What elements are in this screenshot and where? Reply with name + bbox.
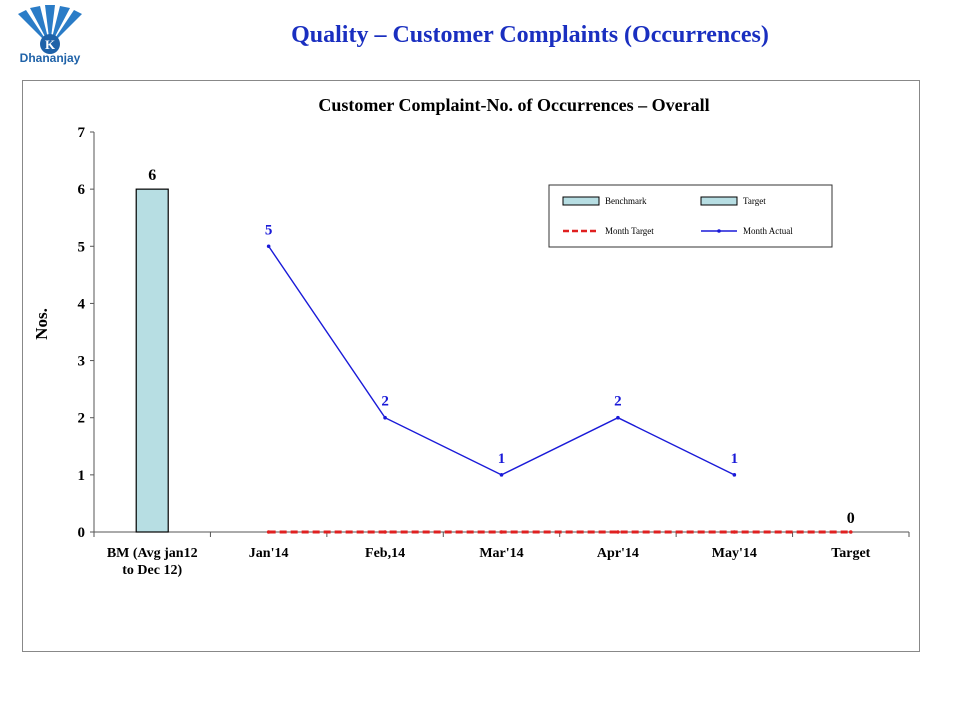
page-title: Quality – Customer Complaints (Occurrenc…: [291, 22, 769, 48]
line-data-label: 5: [265, 222, 273, 238]
month-target-point: [732, 530, 737, 534]
bar-data-label: 0: [847, 510, 855, 527]
legend-swatch: [700, 196, 738, 206]
chart-title: Customer Complaint-No. of Occurrences – …: [318, 95, 709, 115]
chart-frame: Customer Complaint-No. of Occurrences – …: [22, 80, 920, 652]
legend-label: Target: [743, 196, 766, 206]
y-tick-label: 7: [78, 125, 86, 141]
logo-text: Dhananjay: [19, 51, 81, 65]
line-data-label: 1: [498, 451, 506, 467]
month-actual-point: [732, 473, 737, 477]
month-target-point: [383, 530, 387, 534]
legend-label: Benchmark: [605, 196, 647, 206]
y-tick-label: 5: [78, 239, 86, 255]
legend: Benchmark Target Month Target Month Actual: [548, 184, 833, 248]
plot-area: 0 1 2 3 4 5 6 7 BM (Avg jan12 to Dec 12) Jan'14 Feb…: [78, 125, 910, 578]
y-tick-label: 6: [78, 182, 86, 198]
month-target-point: [499, 530, 504, 534]
line-data-label: 2: [614, 394, 622, 410]
x-tick-label: Jan'14: [249, 546, 289, 561]
legend-label: Month Actual: [743, 226, 793, 236]
y-axis-label: Nos.: [32, 308, 51, 340]
bar-data-label: 6: [148, 167, 156, 184]
month-actual-line: [268, 245, 735, 476]
x-tick-label: Feb,14: [365, 546, 405, 561]
line-data-label: 2: [381, 394, 389, 410]
line-data-label: 1: [731, 451, 739, 467]
x-tick-label: BM (Avg jan12 to Dec 12): [107, 546, 198, 578]
month-actual-point: [616, 415, 620, 420]
x-tick-label: Apr'14: [597, 546, 639, 561]
y-tick-label: 3: [78, 354, 86, 370]
y-tick-label: 1: [78, 468, 86, 484]
legend-swatch: [562, 196, 600, 206]
month-target-point: [616, 530, 620, 534]
legend-box: [548, 184, 833, 248]
x-tick-label: Target: [831, 546, 870, 561]
logo-emblem-icon: K: [18, 5, 82, 54]
month-actual-point: [383, 415, 387, 420]
svg-text:K: K: [45, 37, 56, 52]
x-tick-label: Mar'14: [479, 546, 523, 561]
y-tick-label: 0: [78, 525, 86, 541]
y-tick-label: 4: [78, 296, 86, 312]
month-target-point: [848, 530, 853, 534]
month-target-point: [266, 530, 271, 534]
legend-label: Month Target: [605, 226, 654, 236]
y-tick-label: 2: [78, 411, 86, 427]
x-tick-label: May'14: [712, 546, 757, 561]
chart-svg: Customer Complaint-No. of Occurrences – …: [32, 95, 910, 578]
company-logo: K Dhananjay: [8, 4, 92, 68]
bar: [135, 188, 169, 533]
month-actual-point: [499, 473, 504, 477]
legend-marker: [717, 229, 721, 233]
month-actual-point: [266, 244, 271, 249]
